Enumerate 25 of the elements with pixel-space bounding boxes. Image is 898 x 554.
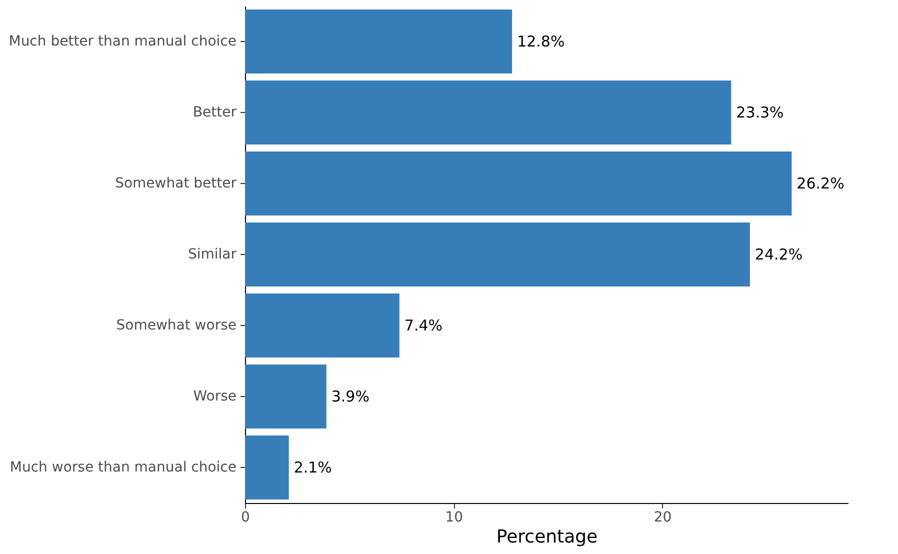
bar — [245, 436, 289, 500]
y-tick-label: Much better than manual choice — [8, 34, 236, 50]
y-tick-label: Similar — [188, 246, 237, 262]
bar — [245, 152, 792, 216]
bar — [245, 80, 732, 144]
data-label: 24.2% — [754, 246, 803, 264]
data-label: 3.9% — [331, 388, 370, 406]
x-axis-title: Percentage — [496, 526, 598, 548]
y-tick-label: Much worse than manual choice — [10, 460, 236, 476]
bar — [245, 10, 512, 74]
data-label: 26.2% — [796, 174, 844, 192]
bar — [245, 364, 326, 428]
data-label: 12.8% — [517, 32, 565, 50]
data-label: 2.1% — [294, 458, 332, 476]
x-tick-label: 10 — [445, 510, 464, 526]
bar — [245, 294, 400, 358]
data-label: 23.3% — [736, 104, 784, 122]
y-tick-label: Worse — [193, 388, 236, 404]
y-tick-label: Better — [192, 104, 237, 120]
x-tick-label: 0 — [241, 510, 250, 526]
data-label: 7.4% — [404, 316, 443, 334]
x-tick-label: 20 — [654, 510, 672, 526]
y-tick-label: Somewhat worse — [116, 318, 236, 334]
bar — [245, 222, 750, 286]
y-tick-label: Somewhat better — [115, 176, 237, 192]
